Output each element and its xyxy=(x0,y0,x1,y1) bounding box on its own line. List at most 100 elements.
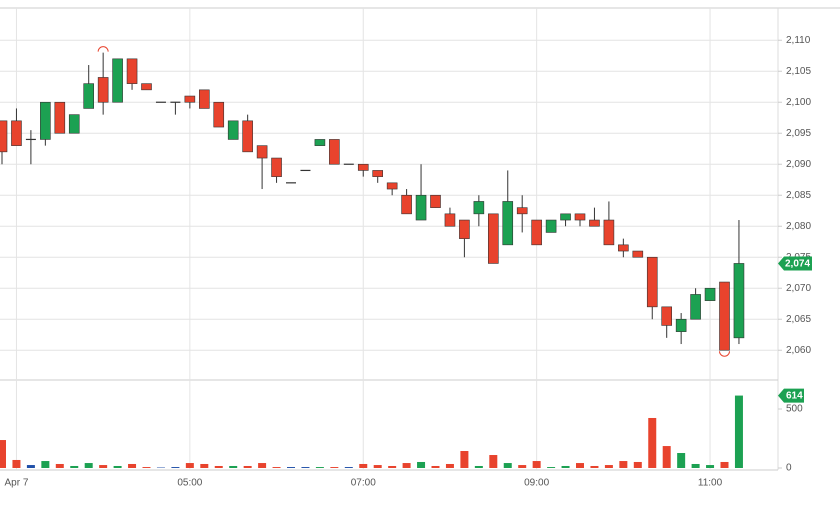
candle-body xyxy=(357,163,369,171)
y-tick-label: 2,065 xyxy=(786,314,811,325)
price-tag-label: 2,074 xyxy=(785,259,810,270)
volume-bar xyxy=(330,467,339,468)
candle-body xyxy=(0,120,8,153)
candle-body xyxy=(574,213,586,221)
candle-body xyxy=(502,201,514,246)
candle-body xyxy=(199,89,210,109)
candle-body xyxy=(314,139,326,146)
y-tick-label: 2,080 xyxy=(786,221,811,232)
volume-bar xyxy=(171,467,180,468)
volume-bar xyxy=(315,467,324,468)
y-tick-label: 2,090 xyxy=(786,159,811,170)
volume-bar xyxy=(388,465,397,468)
volume-bar xyxy=(229,465,238,468)
candle-body xyxy=(719,281,730,351)
volume-bar xyxy=(243,465,252,468)
candle-body xyxy=(386,182,398,190)
volume-tick-label: 0 xyxy=(786,463,792,474)
candle-body xyxy=(97,77,109,103)
volume-bar xyxy=(648,417,657,468)
volume-bar xyxy=(373,465,382,468)
candle-body xyxy=(141,83,152,91)
candle-body xyxy=(603,219,615,246)
volume-bar xyxy=(402,463,411,468)
volume-bar xyxy=(734,395,743,468)
volume-bar xyxy=(84,463,93,468)
candle-body xyxy=(112,58,123,103)
y-tick-label: 2,100 xyxy=(786,97,811,108)
volume-bar xyxy=(344,467,353,468)
volume-bar xyxy=(26,465,35,468)
candle-body xyxy=(545,219,557,233)
volume-bar xyxy=(99,465,108,468)
candle-body xyxy=(560,213,571,221)
volume-tick-label: 500 xyxy=(786,404,803,415)
price-tag-box xyxy=(778,256,812,271)
x-tick-label: 11:00 xyxy=(698,478,723,489)
candle-body xyxy=(11,120,22,146)
y-tick-label: 2,070 xyxy=(786,283,811,294)
volume-bar xyxy=(142,467,151,468)
volume-bar xyxy=(12,459,21,468)
volume-bar xyxy=(431,465,440,468)
candle-body xyxy=(372,170,384,177)
volume-bar xyxy=(445,463,454,468)
candle-body xyxy=(184,95,196,103)
volume-bar xyxy=(604,465,613,468)
volume-bar xyxy=(662,446,671,468)
volume-bar xyxy=(489,455,498,468)
low-marker xyxy=(719,351,730,357)
volume-tag-label: 614 xyxy=(786,391,803,402)
candle-body xyxy=(83,83,94,109)
volume-tag-box xyxy=(778,388,804,403)
volume-bar xyxy=(677,453,686,468)
volume-bar xyxy=(720,461,729,468)
candle-body xyxy=(704,287,716,301)
candle-body xyxy=(40,101,51,140)
candle-body xyxy=(733,263,745,339)
candle-body xyxy=(227,120,239,140)
candle-body xyxy=(329,139,340,165)
candle-body xyxy=(430,194,441,208)
candle-body xyxy=(632,250,644,258)
volume-bar xyxy=(561,465,570,468)
candle-body xyxy=(516,207,528,215)
candle-body xyxy=(646,256,658,308)
candle-body xyxy=(473,201,485,215)
high-marker xyxy=(97,46,109,52)
y-tick-label: 2,110 xyxy=(786,35,811,46)
y-tick-label: 2,085 xyxy=(786,190,811,201)
y-tick-label: 2,060 xyxy=(786,345,811,356)
candle-body xyxy=(690,294,701,320)
volume-bar xyxy=(619,461,628,468)
candle-body xyxy=(415,194,427,221)
volume-bar xyxy=(691,463,700,468)
candle-body xyxy=(487,213,499,264)
candle-body xyxy=(242,120,253,153)
volume-bar xyxy=(547,467,556,468)
volume-bar xyxy=(214,465,223,468)
x-tick-label: Apr 7 xyxy=(4,478,28,489)
volume-bar xyxy=(576,463,584,468)
candle-body xyxy=(68,114,80,134)
volume-bar xyxy=(359,463,368,468)
volume-bar xyxy=(503,463,512,468)
x-tick-label: 07:00 xyxy=(351,478,376,489)
candle-body xyxy=(459,219,470,239)
volume-bar xyxy=(706,465,715,468)
volume-bar xyxy=(128,463,137,468)
y-tick-label: 2,105 xyxy=(786,66,811,77)
volume-bar xyxy=(532,461,541,468)
volume-bar xyxy=(272,467,281,468)
y-tick-label: 2,095 xyxy=(786,128,811,139)
volume-bar xyxy=(417,461,426,468)
candle-body xyxy=(271,157,282,177)
x-tick-label: 05:00 xyxy=(177,478,202,489)
candle-body xyxy=(126,58,138,84)
volume-bar xyxy=(474,465,483,468)
candle-body xyxy=(256,145,268,159)
volume-bar xyxy=(460,451,469,468)
candle-body xyxy=(531,219,542,246)
volume-bar xyxy=(185,463,194,468)
